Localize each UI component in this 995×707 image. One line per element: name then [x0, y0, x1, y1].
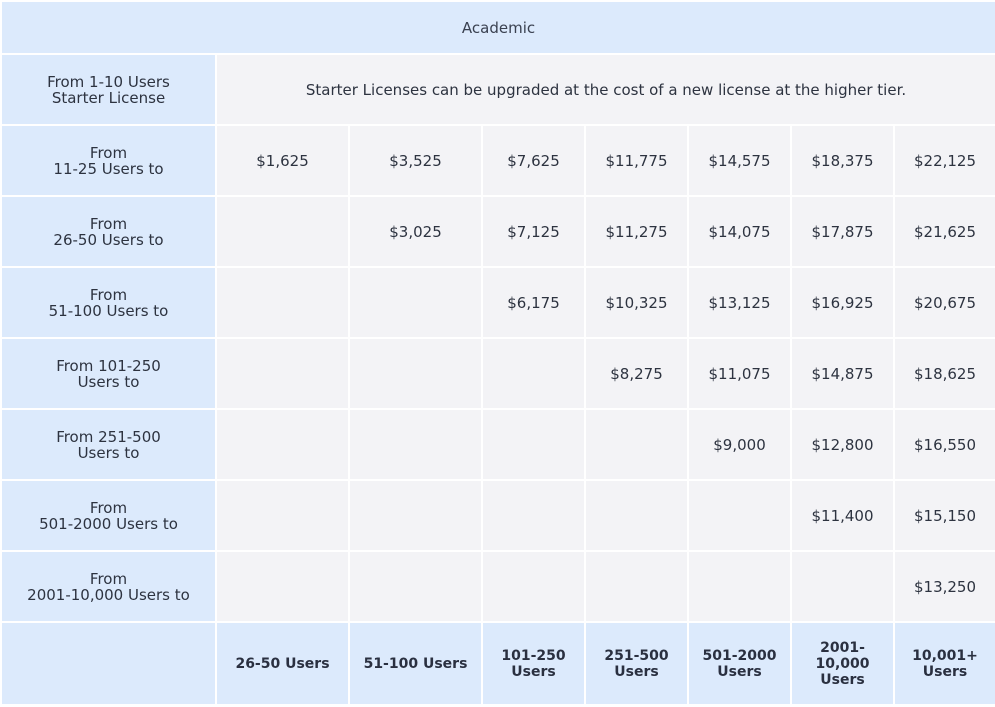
price-cell [586, 481, 687, 550]
row-label: From 101-250 Users to [2, 339, 215, 408]
price-cell [350, 410, 481, 479]
price-cell [217, 481, 348, 550]
price-cell: $18,375 [792, 126, 893, 195]
column-header: 51-100 Users [350, 623, 481, 704]
row-label: From 251-500 Users to [2, 410, 215, 479]
row-label: From 11-25 Users to [2, 126, 215, 195]
price-cell [586, 410, 687, 479]
price-cell [217, 268, 348, 337]
price-cell: $14,075 [689, 197, 790, 266]
price-cell: $3,525 [350, 126, 481, 195]
price-cell: $1,625 [217, 126, 348, 195]
column-header: 251-500 Users [586, 623, 687, 704]
price-cell: $15,150 [895, 481, 995, 550]
price-cell: $18,625 [895, 339, 995, 408]
column-header: 101-250 Users [483, 623, 584, 704]
column-header: 26-50 Users [217, 623, 348, 704]
price-cell: $8,275 [586, 339, 687, 408]
price-cell [217, 410, 348, 479]
price-cell [350, 481, 481, 550]
price-cell [586, 552, 687, 621]
price-cell: $13,125 [689, 268, 790, 337]
price-cell [792, 552, 893, 621]
price-cell: $10,325 [586, 268, 687, 337]
footer-corner [2, 623, 215, 704]
price-cell: $9,000 [689, 410, 790, 479]
price-cell [483, 481, 584, 550]
price-cell [217, 552, 348, 621]
column-header: 501-2000 Users [689, 623, 790, 704]
price-cell [483, 410, 584, 479]
price-cell: $12,800 [792, 410, 893, 479]
price-cell: $11,400 [792, 481, 893, 550]
price-cell: $7,625 [483, 126, 584, 195]
price-cell: $14,875 [792, 339, 893, 408]
column-header: 10,001+ Users [895, 623, 995, 704]
price-cell: $20,675 [895, 268, 995, 337]
price-cell [689, 552, 790, 621]
price-cell: $6,175 [483, 268, 584, 337]
price-cell [217, 339, 348, 408]
price-cell [350, 268, 481, 337]
price-cell: $22,125 [895, 126, 995, 195]
row-label: From 2001-10,000 Users to [2, 552, 215, 621]
price-cell: $17,875 [792, 197, 893, 266]
price-cell: $21,625 [895, 197, 995, 266]
price-cell [483, 339, 584, 408]
price-cell: $16,550 [895, 410, 995, 479]
price-cell [350, 552, 481, 621]
price-cell: $7,125 [483, 197, 584, 266]
row-label: From 501-2000 Users to [2, 481, 215, 550]
price-cell: $3,025 [350, 197, 481, 266]
price-cell [217, 197, 348, 266]
price-cell: $11,775 [586, 126, 687, 195]
starter-note: Starter Licenses can be upgraded at the … [217, 55, 995, 124]
price-cell: $13,250 [895, 552, 995, 621]
price-cell: $14,575 [689, 126, 790, 195]
price-cell: $16,925 [792, 268, 893, 337]
price-cell [689, 481, 790, 550]
row-label: From 51-100 Users to [2, 268, 215, 337]
column-header: 2001- 10,000 Users [792, 623, 893, 704]
table-title: Academic [2, 2, 995, 53]
price-cell [350, 339, 481, 408]
row-label: From 26-50 Users to [2, 197, 215, 266]
price-cell: $11,275 [586, 197, 687, 266]
price-cell [483, 552, 584, 621]
price-cell: $11,075 [689, 339, 790, 408]
row-label-starter: From 1-10 Users Starter License [2, 55, 215, 124]
